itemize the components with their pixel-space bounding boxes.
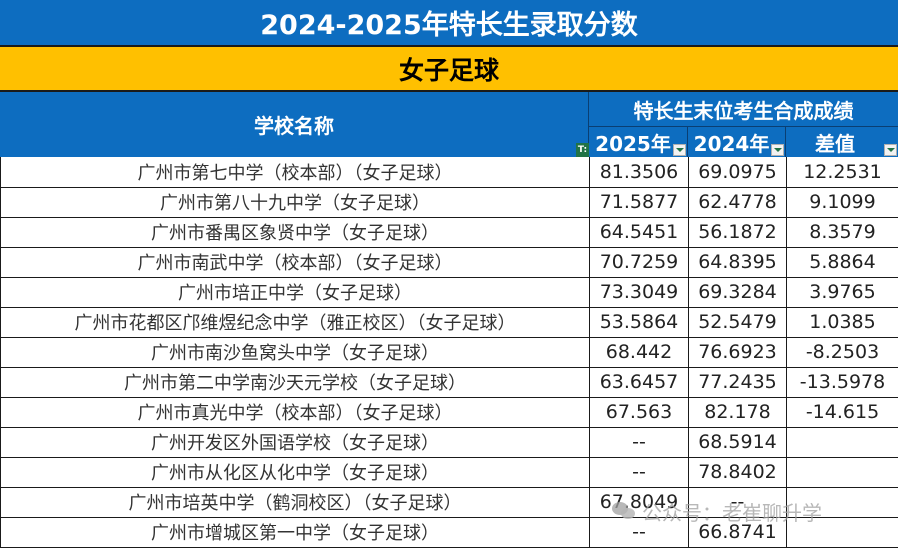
header-diff: 差值: [786, 127, 898, 157]
diff-cell: 12.2531: [786, 157, 898, 188]
diff-cell: -8.2503: [786, 336, 898, 368]
diff-cell: 1.0385: [786, 306, 898, 338]
filter-dropdown-icon[interactable]: [884, 144, 897, 156]
category-title: 女子足球: [0, 47, 898, 92]
score-2024-cell: 69.0975: [688, 157, 787, 188]
score-2025-cell: 70.7259: [589, 246, 689, 278]
table-row: 广州市培正中学（女子足球） 73.3049 69.3284 3.9765: [0, 276, 898, 308]
diff-cell: 3.9765: [786, 276, 898, 308]
table-row: 广州市南武中学（校本部）（女子足球） 70.7259 64.8395 5.8864: [0, 246, 898, 278]
table-row: 广州市南沙鱼窝头中学（女子足球） 68.442 76.6923 -8.2503: [0, 336, 898, 368]
header-2024-label: 2024年: [693, 131, 770, 156]
header-school-name-label: 学校名称: [254, 114, 334, 138]
score-2024-cell: 68.5914: [688, 426, 787, 458]
score-2025-cell: 67.8049: [589, 486, 689, 518]
filter-active-icon[interactable]: T:: [576, 143, 589, 157]
score-2024-cell: 56.1872: [688, 216, 787, 248]
filter-dropdown-icon[interactable]: [673, 144, 686, 156]
table-row: 广州市培英中学（鹤洞校区）（女子足球） 67.8049 --: [0, 486, 898, 518]
diff-cell: -13.5978: [786, 366, 898, 398]
score-2024-cell: 69.3284: [688, 276, 787, 308]
score-2025-cell: 71.5877: [589, 186, 689, 218]
school-name-cell: 广州市第七中学（校本部）（女子足球）: [0, 157, 590, 188]
scores-table: 广州市第七中学（校本部）（女子足球） 81.3506 69.0975 12.2531 …: [0, 157, 898, 548]
table-row: 广州市第七中学（校本部）（女子足球） 81.3506 69.0975 12.2531: [0, 157, 898, 188]
table-row: 广州市增城区第一中学（女子足球） -- 66.8741: [0, 516, 898, 548]
score-2024-cell: 76.6923: [688, 336, 787, 368]
filter-dropdown-icon[interactable]: [771, 144, 784, 156]
header-score-group: 特长生末位考生合成成绩: [589, 92, 898, 127]
header-diff-label: 差值: [815, 131, 855, 156]
school-name-cell: 广州市从化区从化中学（女子足球）: [0, 456, 590, 488]
score-2025-cell: 67.563: [589, 396, 689, 428]
score-2024-cell: --: [688, 486, 787, 518]
school-name-cell: 广州市第二中学南沙天元学校（女子足球）: [0, 366, 590, 398]
school-name-cell: 广州市真光中学（校本部）（女子足球）: [0, 396, 590, 428]
score-2025-cell: 53.5864: [589, 306, 689, 338]
table-row: 广州开发区外国语学校（女子足球） -- 68.5914: [0, 426, 898, 458]
table-row: 广州市真光中学（校本部）（女子足球） 67.563 82.178 -14.615: [0, 396, 898, 428]
table-row: 广州市番禺区象贤中学（女子足球） 64.5451 56.1872 8.3579: [0, 216, 898, 248]
school-name-cell: 广州市南沙鱼窝头中学（女子足球）: [0, 336, 590, 368]
score-2024-cell: 78.8402: [688, 456, 787, 488]
school-name-cell: 广州开发区外国语学校（女子足球）: [0, 426, 590, 458]
score-2025-cell: 68.442: [589, 336, 689, 368]
header-2025: 2025年: [589, 127, 688, 157]
score-2024-cell: 82.178: [688, 396, 787, 428]
diff-cell: 8.3579: [786, 216, 898, 248]
score-2024-cell: 77.2435: [688, 366, 787, 398]
score-2024-cell: 64.8395: [688, 246, 787, 278]
score-2025-cell: 63.6457: [589, 366, 689, 398]
table-row: 广州市从化区从化中学（女子足球） -- 78.8402: [0, 456, 898, 488]
school-name-cell: 广州市第八十九中学（女子足球）: [0, 186, 590, 218]
score-2024-cell: 66.8741: [688, 516, 787, 548]
score-2025-cell: 73.3049: [589, 276, 689, 308]
school-name-cell: 广州市培英中学（鹤洞校区）（女子足球）: [0, 486, 590, 518]
diff-cell: -14.615: [786, 396, 898, 428]
header-2024: 2024年: [688, 127, 786, 157]
table-row: 广州市花都区邝维煜纪念中学（雅正校区）（女子足球） 53.5864 52.5479 1…: [0, 306, 898, 338]
table-row: 广州市第二中学南沙天元学校（女子足球） 63.6457 77.2435 -13.597…: [0, 366, 898, 398]
diff-cell: 9.1099: [786, 186, 898, 218]
diff-cell: [786, 456, 898, 488]
diff-cell: [786, 426, 898, 458]
school-name-cell: 广州市南武中学（校本部）（女子足球）: [0, 246, 590, 278]
score-2025-cell: 81.3506: [589, 157, 689, 188]
school-name-cell: 广州市增城区第一中学（女子足球）: [0, 516, 590, 548]
table-row: 广州市第八十九中学（女子足球） 71.5877 62.4778 9.1099: [0, 186, 898, 218]
diff-cell: [786, 486, 898, 518]
score-2025-cell: 64.5451: [589, 216, 689, 248]
score-2024-cell: 52.5479: [688, 306, 787, 338]
score-2025-cell: --: [589, 456, 689, 488]
school-name-cell: 广州市花都区邝维煜纪念中学（雅正校区）（女子足球）: [0, 306, 590, 338]
header-school-name: 学校名称: [0, 92, 589, 157]
score-2024-cell: 62.4778: [688, 186, 787, 218]
header-2025-label: 2025年: [595, 131, 671, 156]
diff-cell: 5.8864: [786, 246, 898, 278]
school-name-cell: 广州市番禺区象贤中学（女子足球）: [0, 216, 590, 248]
diff-cell: [786, 516, 898, 548]
score-2025-cell: --: [589, 516, 689, 548]
table-title: 2024-2025年特长生录取分数: [0, 0, 898, 47]
score-2025-cell: --: [589, 426, 689, 458]
school-name-cell: 广州市培正中学（女子足球）: [0, 276, 590, 308]
